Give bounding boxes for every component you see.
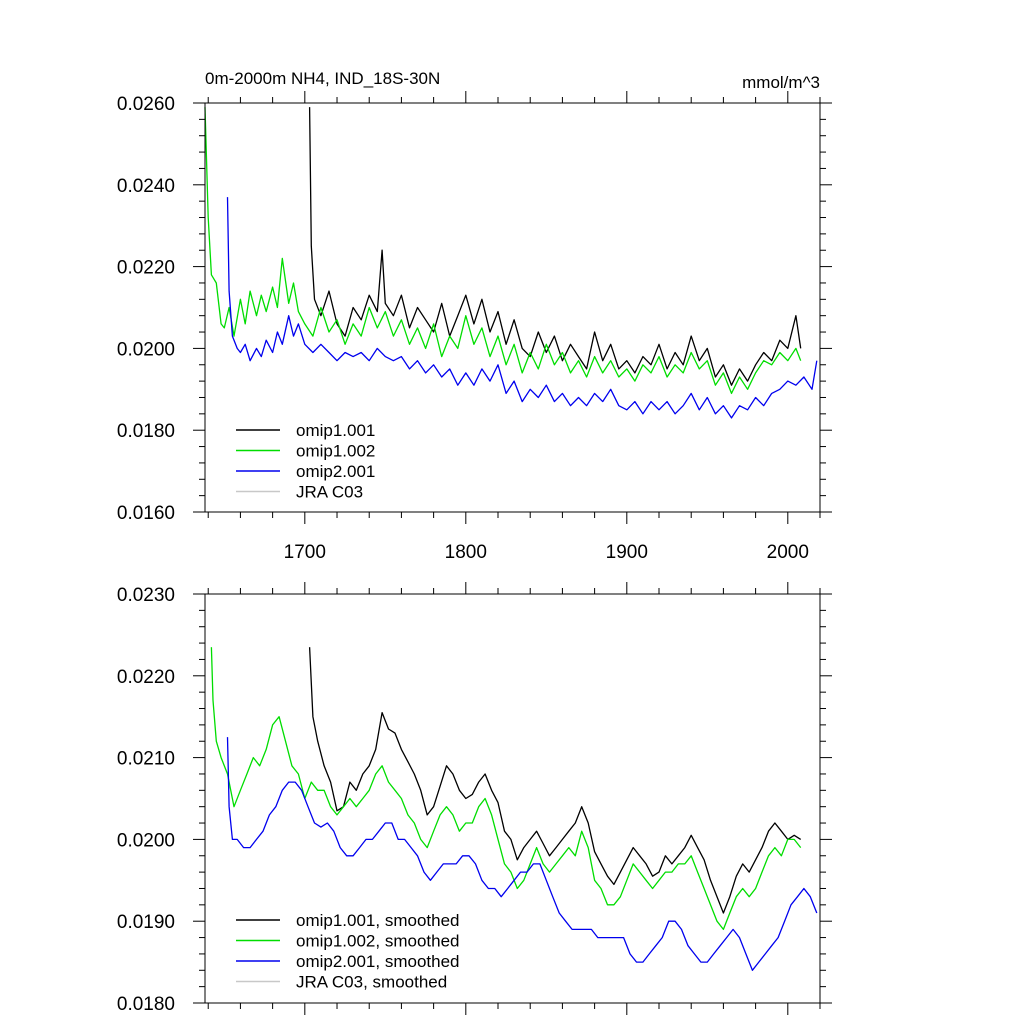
y-tick-label: 0.0180 [117,994,175,1015]
plot-frame [204,102,821,513]
series-line-omip1-002-smoothed [210,647,802,931]
legend-label: JRA C03 [296,483,363,502]
legend-label: omip2.001, smoothed [296,952,460,971]
legend-label: omip1.002 [296,442,375,461]
plot-frame [204,593,821,1004]
series-line-omip1-002 [204,107,802,395]
y-tick-label: 0.0180 [117,421,175,442]
legend-label: omip1.001, smoothed [296,911,460,930]
legend-label: JRA C03, smoothed [296,973,447,992]
top-axes: 0.0160 0.0180 0.0200 0.0220 0.0240 0.0260 1700… [117,91,832,563]
y-tick-label: 0.0230 [117,585,175,606]
x-tick-label: 1700 [284,542,326,563]
x-tick-label: 2000 [767,542,809,563]
legend-label: omip1.002, smoothed [296,932,460,951]
series-line-omip2-001 [226,197,818,419]
y-tick-label: 0.0200 [117,339,175,360]
series-line-omip1-001-smoothed [308,647,802,914]
x-tick-label: 1900 [606,542,648,563]
legend-label: omip2.001 [296,462,375,481]
y-tick-label: 0.0200 [117,830,175,851]
y-tick-label: 0.0240 [117,176,175,197]
bottom-legend: omip1.001, smoothed omip1.002, smoothedom… [236,911,460,992]
bottom-chart-panel: 0.0180 0.0190 0.0200 0.0210 0.0220 0.0230 omi… [117,582,832,1015]
y-tick-label: 0.0210 [117,749,175,770]
y-tick-label: 0.0160 [117,503,175,524]
y-tick-label: 0.0190 [117,912,175,933]
y-tick-label: 0.0220 [117,667,175,688]
top-chart-panel: 0m-2000m NH4, IND_18S-30N mmol/m^3 0.016… [117,69,832,563]
series-line-omip2-001-smoothed [226,737,818,971]
top-chart-units: mmol/m^3 [742,73,820,92]
x-tick-label: 1800 [445,542,487,563]
y-tick-label: 0.0260 [117,94,175,115]
bottom-series-lines [210,647,818,971]
series-line-omip1-001 [308,107,802,386]
top-series-lines [204,107,818,419]
top-chart-title: 0m-2000m NH4, IND_18S-30N [205,69,440,88]
y-tick-label: 0.0220 [117,258,175,279]
bottom-axes: 0.0180 0.0190 0.0200 0.0210 0.0220 0.0230 [117,582,832,1015]
legend-label: omip1.001 [296,421,375,440]
